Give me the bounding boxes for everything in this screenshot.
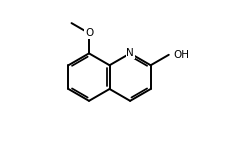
Text: O: O: [85, 28, 93, 38]
Text: N: N: [126, 48, 134, 58]
Text: OH: OH: [172, 50, 188, 60]
